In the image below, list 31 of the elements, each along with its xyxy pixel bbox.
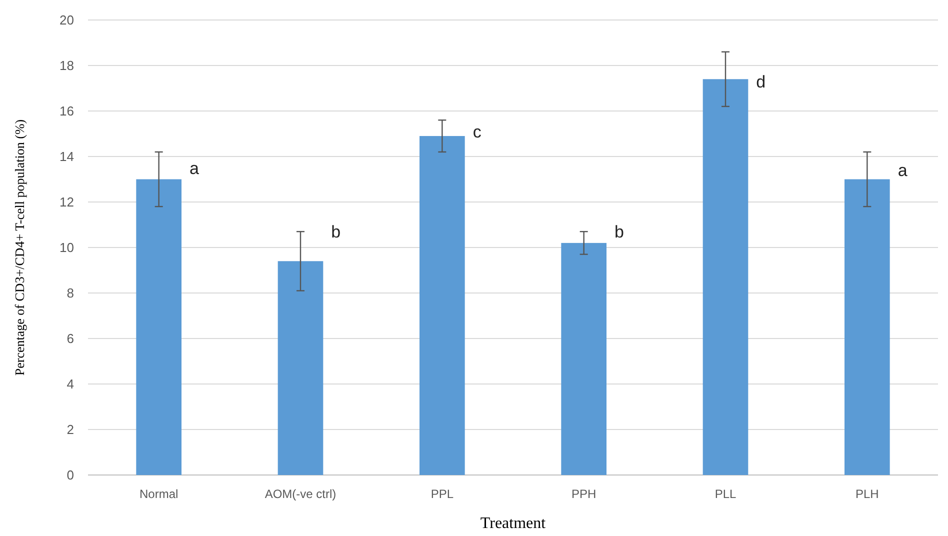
y-tick-label: 6 (66, 331, 74, 346)
bar (278, 261, 324, 475)
y-tick-label: 16 (60, 104, 74, 119)
x-axis-title: Treatment (480, 515, 546, 532)
annotation: a (190, 158, 200, 178)
y-tick-label: 18 (60, 58, 74, 74)
y-tick-label: 10 (60, 240, 74, 256)
annotation: c (472, 122, 482, 142)
y-tick-label: 14 (60, 149, 74, 164)
x-tick-label: PPL (430, 487, 454, 501)
y-tick-label: 20 (60, 12, 74, 28)
annotation: b (614, 222, 624, 242)
bar (420, 136, 465, 475)
y-tick-label: 0 (66, 468, 74, 483)
y-axis-title: Percentage of CD3+/CD4+ T-cell population (%) (12, 119, 27, 376)
annotation: b (331, 222, 341, 242)
bar (844, 179, 890, 475)
x-tick-label: PLL (714, 487, 736, 501)
bar (702, 79, 748, 475)
annotation: a (898, 161, 908, 180)
x-tick-label: PPH (571, 487, 596, 501)
y-tick-label: 8 (66, 286, 74, 301)
annotation: d (756, 72, 766, 92)
bar (561, 242, 606, 475)
y-tick-label: 12 (60, 194, 74, 210)
y-tick-label: 4 (66, 376, 74, 392)
x-tick-label: Normal (139, 487, 178, 501)
bar (136, 179, 182, 475)
x-tick-label: PLH (855, 487, 879, 501)
x-tick-label: AOM(-ve ctrl) (264, 487, 336, 501)
y-tick-label: 2 (66, 422, 74, 438)
